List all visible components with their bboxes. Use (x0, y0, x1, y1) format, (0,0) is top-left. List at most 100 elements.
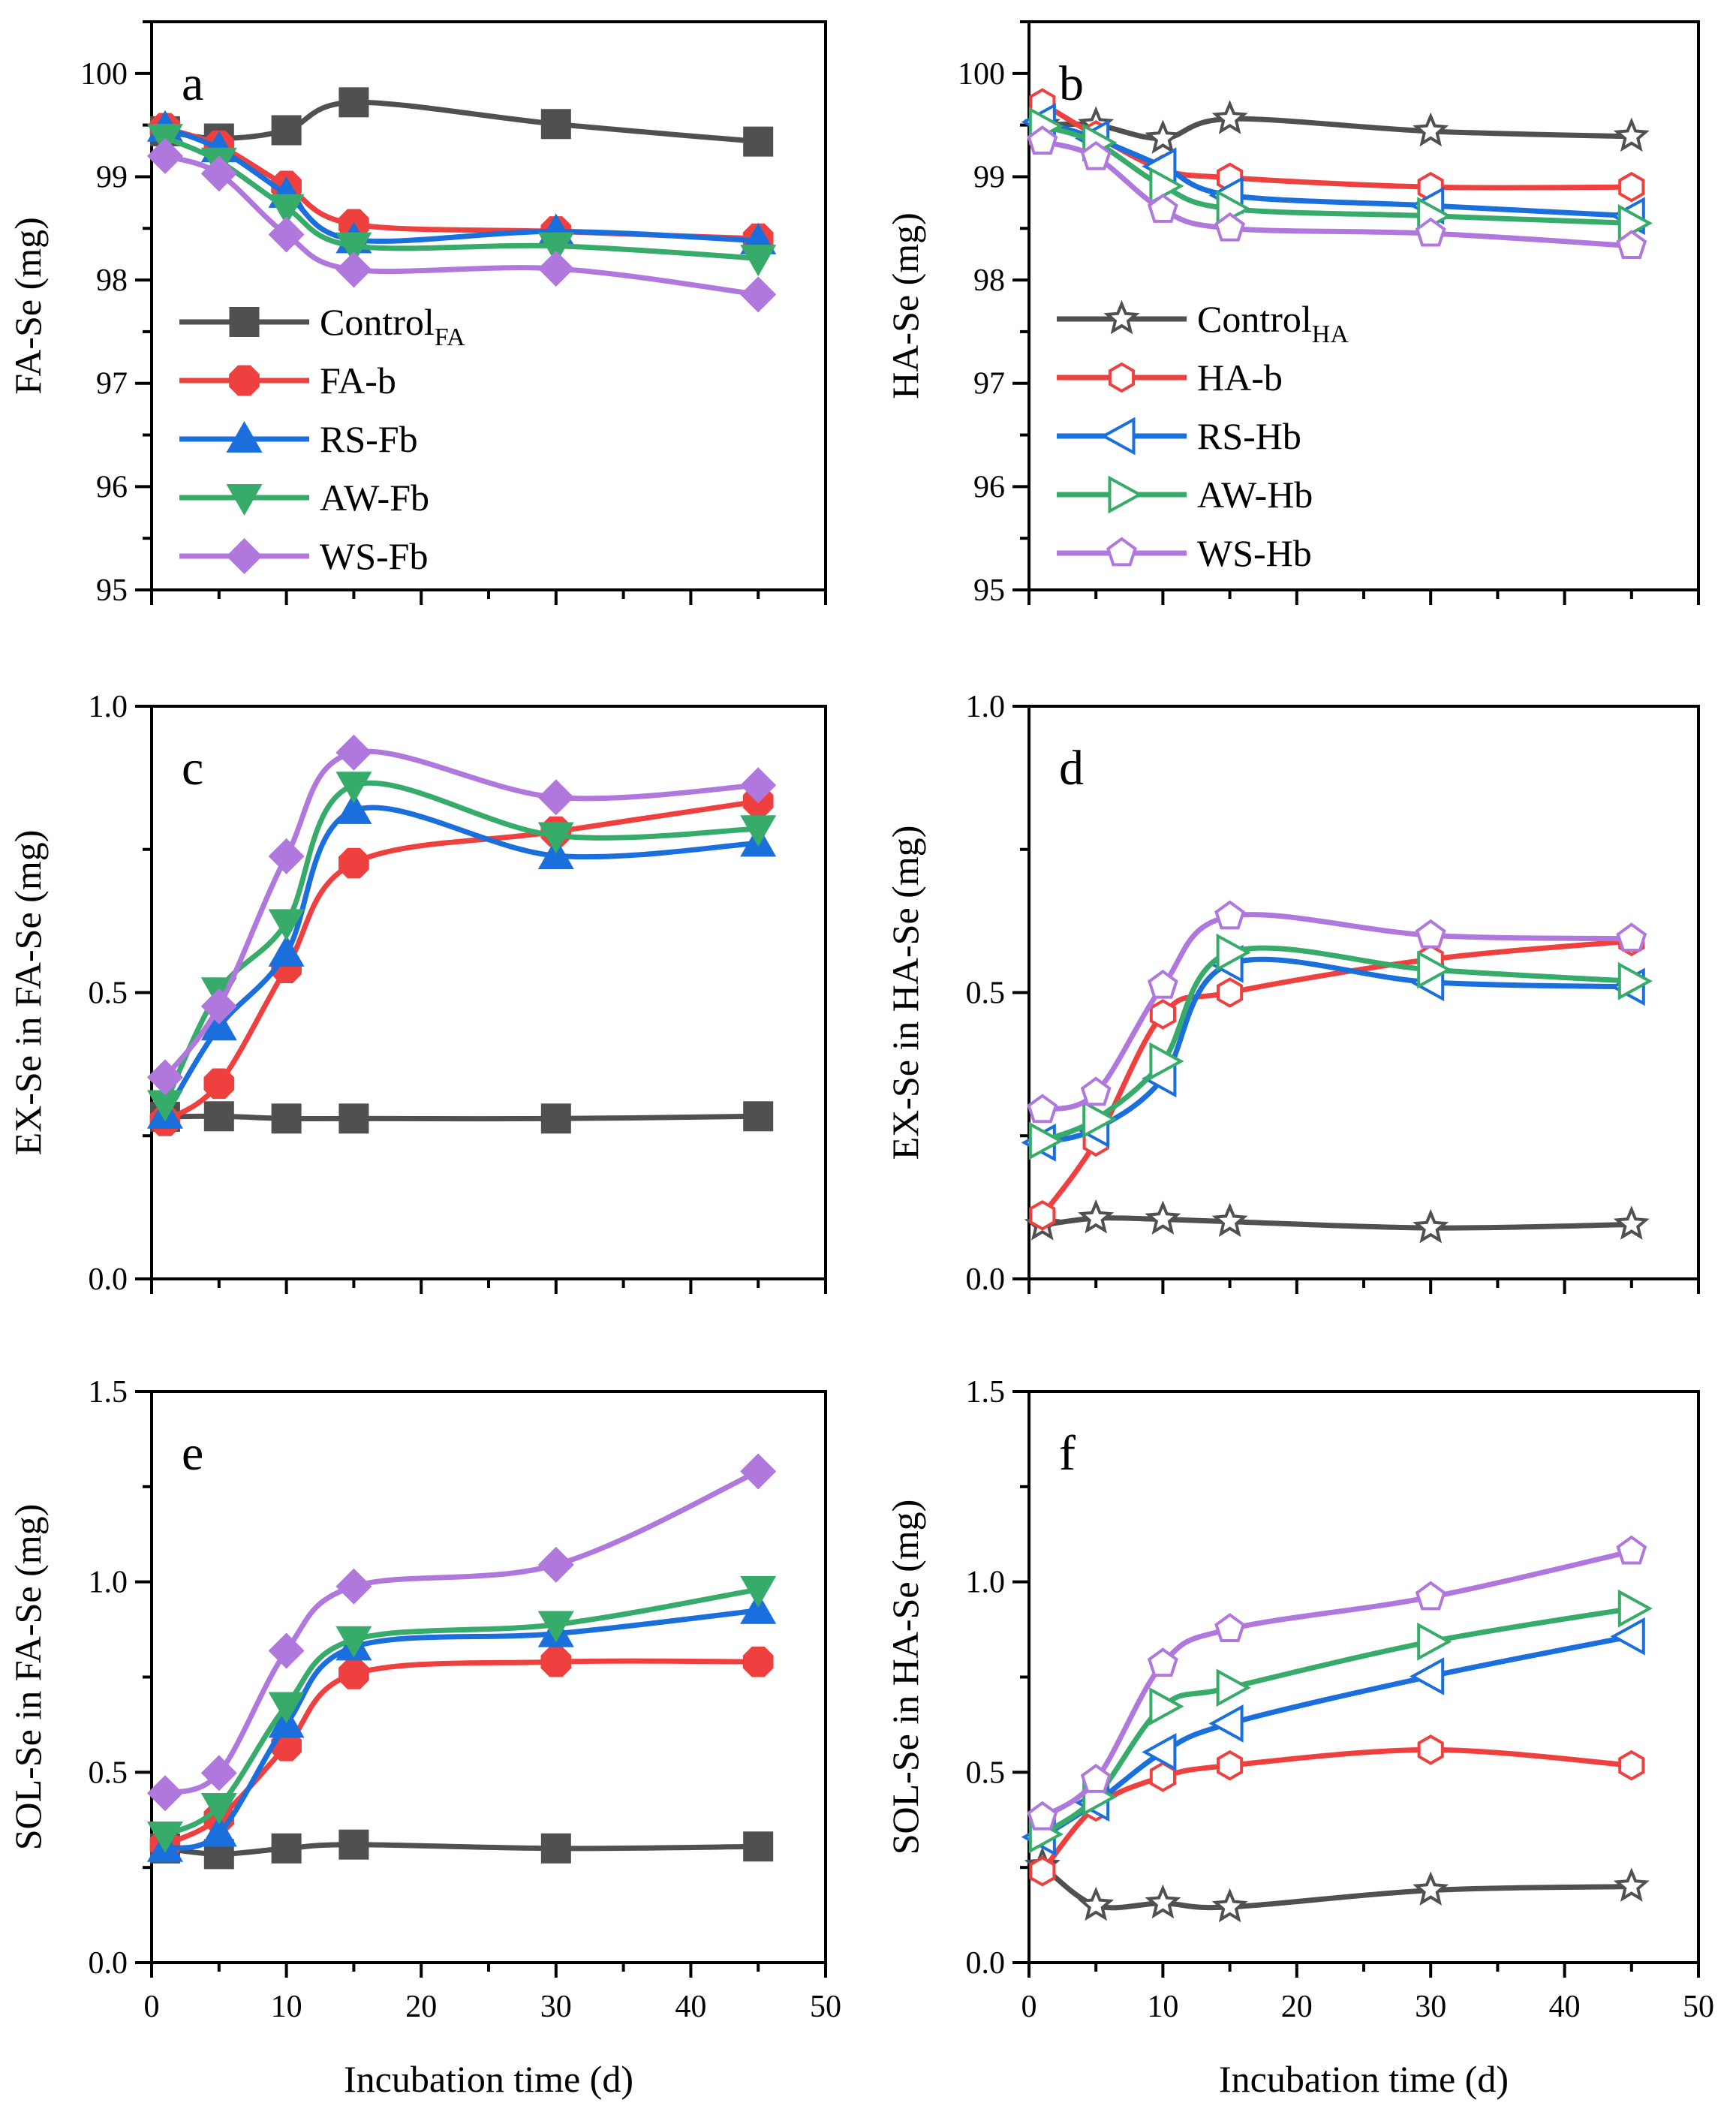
data-point (1211, 1888, 1248, 1923)
legend-item: WS-Fb (179, 535, 428, 577)
y-tick-label: 0.0 (89, 1946, 128, 1981)
legend-marker (1108, 362, 1136, 393)
data-point (335, 251, 372, 288)
legend-item: WS-Hb (1057, 532, 1312, 574)
data-point (338, 87, 369, 118)
series-line (164, 134, 759, 261)
y-tick-label: 100 (958, 57, 1005, 92)
y-tick-label: 1.0 (966, 1566, 1006, 1600)
x-tick-label: 40 (1549, 1990, 1581, 2024)
data-point (540, 109, 571, 140)
data-point (268, 1692, 305, 1724)
legend: ControlHA HA-b RS-Hb AW-Hb WS-Hb (1057, 298, 1349, 574)
series-line (1040, 938, 1632, 1217)
legend-marker (226, 538, 263, 574)
legend-item: ControlFA (179, 301, 465, 351)
y-tick-label: 1.0 (89, 690, 128, 724)
data-point (203, 1068, 235, 1100)
series-line (1042, 1215, 1632, 1231)
data-point (1216, 933, 1251, 972)
data-point (1217, 1749, 1244, 1781)
data-point (146, 1090, 183, 1122)
data-point (146, 1822, 183, 1854)
data-point (1613, 117, 1650, 152)
data-point (1208, 1704, 1244, 1743)
series-fa-b (149, 1646, 774, 1861)
data-point (537, 822, 574, 854)
series-line (162, 805, 759, 1117)
series-line (1041, 101, 1632, 191)
panel-c: 0.0 0.5 1.0 EX-Se in FA-Se (mg) c (7, 690, 827, 1297)
data-point (1214, 212, 1246, 242)
data-point (1413, 1208, 1449, 1244)
legend-item: FA-b (179, 360, 396, 402)
series-aw-fb (146, 772, 777, 1122)
data-point (743, 126, 774, 157)
data-point (1147, 1647, 1178, 1677)
data-point (740, 815, 777, 847)
panel-e: 0.0 0.5 1.0 1.5 0 10 20 30 40 50 SOL-Se in FA-Se (… (7, 1375, 841, 2100)
legend-label: RS-Hb (1197, 415, 1301, 457)
series-line (1041, 945, 1632, 1144)
series-ws-fb (146, 137, 777, 313)
y-axis-title: SOL-Se in HA-Se (mg) (884, 1500, 926, 1855)
data-point (1080, 1764, 1112, 1793)
data-point (1217, 977, 1244, 1008)
data-point (740, 276, 777, 313)
series-control-fa (149, 1829, 774, 1870)
series-line (164, 1842, 759, 1857)
series-line (1040, 1864, 1632, 1911)
legend-label: ControlHA (1197, 298, 1349, 348)
legend-label: FA-b (320, 360, 396, 402)
data-point (1027, 125, 1058, 155)
data-point (1616, 230, 1647, 260)
data-point (743, 1101, 774, 1132)
x-tick-label: 50 (810, 1990, 841, 2024)
series-ws-fb (146, 1453, 777, 1812)
data-point (1027, 1094, 1058, 1124)
legend-item: RS-Hb (1057, 415, 1301, 457)
data-point (1618, 171, 1645, 203)
y-tick-label: 0.0 (966, 1946, 1006, 1981)
data-point (1145, 1884, 1181, 1919)
series-ws-fb (146, 734, 777, 1096)
data-point (1211, 100, 1248, 134)
panel-d: 0.0 0.5 1.0 EX-Se in HA-Se (mg) d (884, 690, 1700, 1297)
y-axis-title: FA-Se (mg) (7, 217, 49, 395)
data-point (1413, 1871, 1449, 1906)
data-point (1610, 1617, 1645, 1656)
y-tick-label: 0.5 (89, 1755, 128, 1790)
data-point (740, 245, 777, 277)
y-tick-label: 0.5 (966, 976, 1006, 1011)
data-point (200, 1755, 237, 1792)
data-point (271, 115, 302, 146)
data-point (338, 1103, 369, 1134)
legend-label: WS-Fb (320, 535, 428, 577)
data-point (1216, 1668, 1251, 1707)
data-point (540, 1646, 572, 1677)
series-line (1041, 956, 1632, 1145)
x-axis-title: Incubation time (d) (344, 2058, 633, 2100)
y-axis-title: SOL-Se in FA-Se (mg) (7, 1504, 49, 1851)
y-axis-title: EX-Se in FA-Se (mg) (7, 830, 49, 1156)
legend-marker (1103, 299, 1140, 335)
legend-marker (1108, 475, 1143, 514)
data-point (1415, 919, 1446, 949)
data-point (1027, 1801, 1058, 1831)
data-point (1029, 1855, 1056, 1887)
legend-label: RS-Fb (320, 418, 418, 460)
data-point (1078, 1199, 1115, 1234)
data-point (740, 1575, 777, 1608)
legend-label: ControlFA (320, 301, 465, 351)
data-point (1616, 922, 1647, 952)
data-point (268, 909, 305, 941)
legend-marker (229, 307, 260, 337)
plot-frame (150, 20, 827, 591)
data-point (1214, 900, 1246, 930)
legend-item: AW-Hb (1057, 474, 1313, 516)
panel-letter: e (182, 1426, 203, 1481)
data-point (743, 1831, 774, 1862)
data-point (268, 216, 305, 253)
data-point (1082, 1100, 1118, 1139)
x-tick-label: 20 (1281, 1990, 1313, 2024)
